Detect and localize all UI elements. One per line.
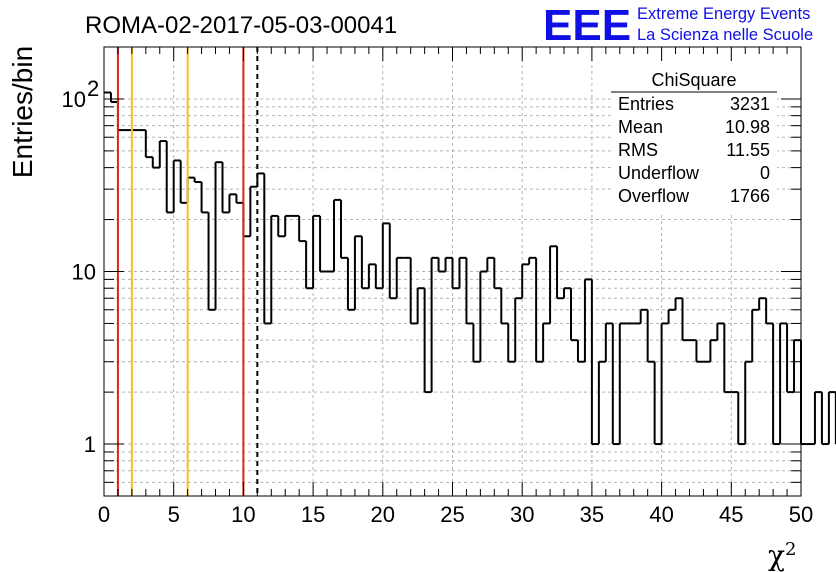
x-tick-label: 0 <box>98 502 110 527</box>
stats-title: ChiSquare <box>651 70 736 90</box>
x-axis-ticks: 0 5 10 15 20 25 30 35 40 45 50 <box>98 47 813 527</box>
stats-row-value: 3231 <box>730 94 770 114</box>
eee-logo: EEE Extreme Energy Events La Scienza nel… <box>543 1 813 50</box>
y-tick-label-exponent: 2 <box>87 76 99 101</box>
stats-row-value: 0 <box>760 163 770 183</box>
stats-row-label: Entries <box>618 94 674 114</box>
stats-row-label: RMS <box>618 140 658 160</box>
y-tick-label: 10 <box>72 260 96 285</box>
stats-row-value: 10.98 <box>725 117 770 137</box>
x-axis-label: χ2 <box>768 539 796 572</box>
stats-row-label: Mean <box>618 117 663 137</box>
y-tick-label: 10 <box>62 87 86 112</box>
stats-box: ChiSquare Entries 3231 Mean 10.98 RMS 11.55 Un… <box>611 61 777 214</box>
logo-mark: EEE <box>543 1 631 50</box>
logo-line-2: La Scienza nelle Scuole <box>637 26 813 44</box>
x-tick-label: 10 <box>231 502 255 527</box>
y-axis-label: Entries/bin <box>7 46 38 178</box>
x-tick-label: 15 <box>301 502 325 527</box>
stats-row-label: Underflow <box>618 163 700 183</box>
x-tick-label: 5 <box>168 502 180 527</box>
stats-box-background <box>611 61 777 214</box>
logo-line-1: Extreme Energy Events <box>637 5 810 23</box>
x-tick-label: 25 <box>440 502 464 527</box>
x-tick-label: 45 <box>719 502 743 527</box>
plot-title: ROMA-02-2017-05-03-00041 <box>85 12 397 39</box>
stats-rows: Entries 3231 Mean 10.98 RMS 11.55 Underflow 0 Ov… <box>618 94 770 206</box>
x-tick-label: 35 <box>580 502 604 527</box>
x-tick-label: 20 <box>371 502 395 527</box>
stats-row-value: 11.55 <box>726 140 770 160</box>
x-tick-label: 50 <box>789 502 813 527</box>
threshold-markers <box>116 47 259 496</box>
x-tick-label: 30 <box>510 502 534 527</box>
stats-row-value: 1766 <box>730 186 770 206</box>
y-tick-label: 1 <box>84 432 96 457</box>
x-tick-label: 40 <box>649 502 673 527</box>
stats-row-label: Overflow <box>618 186 690 206</box>
